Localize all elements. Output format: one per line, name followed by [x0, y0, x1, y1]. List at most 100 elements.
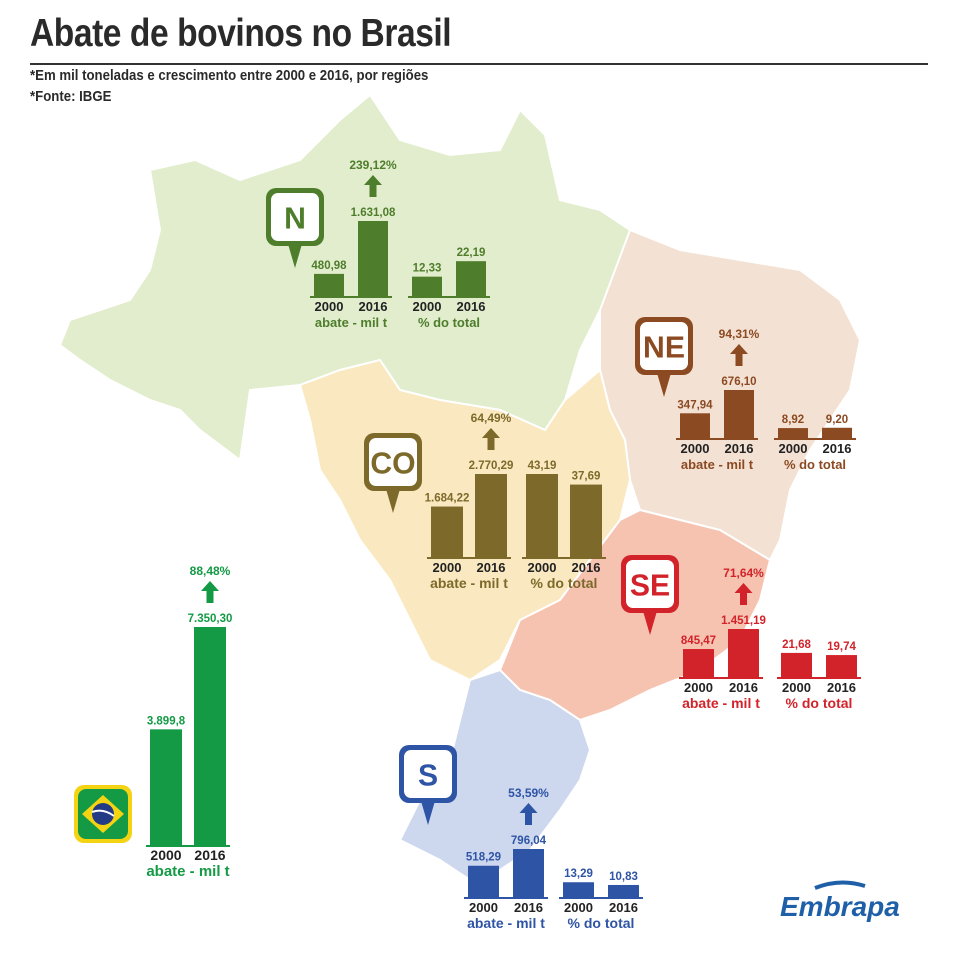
- growth-percent-label: 94,31%: [719, 327, 760, 341]
- share-bar-2000: [778, 428, 808, 438]
- year-tick-label: 2016: [609, 900, 638, 915]
- share-value-label: 13,29: [564, 868, 593, 880]
- abate-value-label: 480,98: [311, 260, 347, 272]
- share-axis-label: % do total: [418, 315, 480, 330]
- abate-value-label: 1.684,22: [425, 493, 470, 505]
- region-pin-label: CO: [370, 448, 415, 481]
- growth-arrow-icon: [364, 175, 382, 197]
- baseline: [522, 557, 606, 559]
- abate-bar-2016: [728, 629, 759, 677]
- baseline: [774, 438, 856, 440]
- growth-percent-label: 64,49%: [471, 411, 512, 425]
- abate-value-label: 518,29: [466, 852, 501, 864]
- region-pin-label: S: [418, 760, 438, 793]
- brazil-flag: [74, 785, 132, 843]
- baseline: [408, 296, 490, 298]
- units-note: *Em mil toneladas e crescimento entre 20…: [30, 67, 429, 84]
- year-tick-label: 2016: [477, 560, 506, 575]
- growth-percent-label: 88,48%: [190, 564, 231, 578]
- share-value-label: 8,92: [782, 414, 804, 426]
- share-bar-2000: [781, 652, 812, 677]
- growth-arrow-icon: [201, 581, 219, 603]
- share-axis-label: % do total: [786, 695, 853, 711]
- year-tick-label: 2016: [359, 299, 388, 314]
- abate-bar-2016: [358, 221, 388, 296]
- year-tick-label: 2000: [681, 441, 710, 456]
- region-pin-label: SE: [630, 570, 670, 603]
- abate-value-label: 7.350,30: [188, 613, 233, 625]
- growth-percent-label: 53,59%: [508, 786, 549, 800]
- region-pin-tail: [421, 801, 435, 825]
- region-pin-face: [626, 560, 674, 608]
- year-tick-label: 2000: [564, 900, 593, 915]
- share-value-label: 19,74: [827, 641, 856, 653]
- abate-value-label: 1.631,08: [351, 207, 396, 219]
- region-pin-tail: [657, 373, 671, 397]
- share-axis-label: % do total: [568, 915, 635, 931]
- share-value-label: 12,33: [413, 263, 442, 275]
- year-tick-label: 2000: [528, 560, 557, 575]
- year-tick-label: 2000: [433, 560, 462, 575]
- region-pin-label: NE: [643, 332, 685, 365]
- abate-axis-label: abate - mil t: [682, 695, 760, 711]
- abate-bar-2016: [194, 627, 226, 845]
- share-bar-2016: [822, 427, 852, 438]
- year-tick-label: 2000: [779, 441, 808, 456]
- abate-bar-2000: [314, 273, 344, 296]
- baseline: [427, 557, 511, 559]
- embrapa-logo-text: Embrapa: [780, 891, 900, 922]
- share-value-label: 10,83: [609, 871, 638, 883]
- baseline: [676, 438, 758, 440]
- year-tick-label: 2016: [572, 560, 601, 575]
- share-bar-2016: [608, 884, 639, 897]
- share-bar-2016: [826, 655, 857, 677]
- abate-bar-2000: [431, 506, 463, 557]
- year-tick-label: 2000: [150, 847, 181, 863]
- growth-arrow-icon: [482, 428, 500, 450]
- abate-bar-2016: [513, 849, 544, 897]
- abate-value-label: 347,94: [677, 399, 713, 411]
- share-value-label: 37,69: [572, 471, 601, 483]
- abate-bar-2000: [468, 865, 499, 897]
- abate-bar-2000: [683, 649, 714, 677]
- region-pin-tail: [643, 611, 657, 635]
- year-tick-label: 2016: [514, 900, 543, 915]
- year-tick-label: 2016: [729, 680, 758, 695]
- abate-axis-label: abate - mil t: [467, 915, 545, 931]
- abate-value-label: 1.451,19: [721, 615, 766, 627]
- share-value-label: 9,20: [826, 414, 848, 426]
- baseline: [559, 897, 643, 899]
- share-axis-label: % do total: [784, 457, 846, 472]
- year-tick-label: 2000: [684, 680, 713, 695]
- abate-value-label: 2.770,29: [469, 460, 514, 472]
- share-value-label: 22,19: [457, 247, 486, 259]
- region-pin-face: [271, 193, 319, 241]
- share-value-label: 21,68: [782, 639, 811, 651]
- abate-value-label: 676,10: [721, 376, 756, 388]
- year-tick-label: 2016: [194, 847, 225, 863]
- share-bar-2016: [570, 484, 602, 557]
- year-tick-label: 2000: [413, 299, 442, 314]
- abate-value-label: 796,04: [511, 835, 547, 847]
- year-tick-label: 2016: [823, 441, 852, 456]
- year-tick-label: 2016: [457, 299, 486, 314]
- region-pin-tail: [288, 244, 302, 268]
- abate-bar-2000: [680, 413, 710, 438]
- title-rule: [30, 63, 928, 65]
- embrapa-logo: Embrapa: [780, 880, 900, 922]
- growth-arrow-icon: [734, 583, 753, 605]
- growth-arrow-icon: [519, 803, 538, 825]
- region-pin-tail: [386, 489, 400, 513]
- year-tick-label: 2000: [315, 299, 344, 314]
- source-note: *Fonte: IBGE: [30, 88, 112, 105]
- abate-bar-2016: [475, 474, 507, 557]
- baseline: [310, 296, 392, 298]
- growth-percent-label: 71,64%: [723, 566, 764, 580]
- abate-bar-2000: [150, 729, 182, 845]
